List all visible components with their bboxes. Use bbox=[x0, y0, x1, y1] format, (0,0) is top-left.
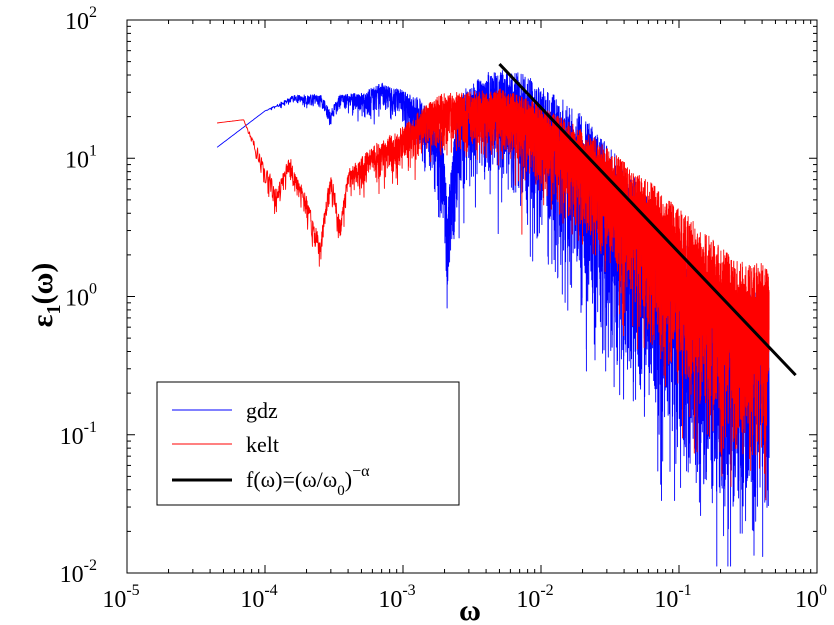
legend-label-gdz: gdz bbox=[246, 398, 278, 423]
legend-label-kelt: kelt bbox=[246, 432, 279, 457]
legend: gdz kelt f(ω)=(ω/ω0)−α bbox=[156, 381, 460, 506]
x-axis-label: ω bbox=[459, 594, 481, 625]
x-tick-label: 10-3 bbox=[378, 582, 415, 613]
y-tick-label: 10-1 bbox=[60, 419, 97, 450]
x-tick-label: 10-5 bbox=[102, 582, 139, 613]
legend-label-fit-sub: 0 bbox=[337, 483, 345, 499]
legend-label-fit-sup: −α bbox=[352, 463, 370, 480]
tick-labels-layer: 10-5 10-4 10-3 10-2 10-1 100 10-2 10-1 100 101 102 bbox=[60, 4, 827, 613]
y-tick-label: 100 bbox=[65, 281, 97, 312]
legend-label-fit-main: f(ω)=(ω/ω bbox=[246, 467, 337, 492]
x-tick-label: 10-2 bbox=[516, 582, 553, 613]
y-tick-label: 10-2 bbox=[60, 557, 97, 588]
legend-label-fit: f(ω)=(ω/ω0)−α bbox=[246, 463, 370, 499]
y-axis-label: ε1(ω) bbox=[26, 263, 65, 328]
series-kelt-line bbox=[217, 88, 770, 501]
ticks-layer bbox=[126, 19, 818, 574]
x-tick-label: 10-4 bbox=[240, 582, 277, 613]
series-layer bbox=[216, 63, 797, 567]
y-axis-label-rest: (ω) bbox=[26, 263, 59, 305]
x-tick-label: 100 bbox=[795, 582, 827, 613]
legend-label-fit-close: ) bbox=[345, 467, 352, 492]
y-axis-label-sub: 1 bbox=[43, 305, 65, 315]
y-axis-label-main: ε bbox=[26, 314, 59, 327]
y-tick-label: 101 bbox=[65, 142, 97, 173]
series-fit-line bbox=[498, 63, 797, 377]
x-tick-label: 10-1 bbox=[654, 582, 691, 613]
svg-text:ε1(ω): ε1(ω) bbox=[26, 263, 65, 328]
y-tick-label: 102 bbox=[65, 4, 97, 35]
plot-area bbox=[216, 63, 797, 567]
